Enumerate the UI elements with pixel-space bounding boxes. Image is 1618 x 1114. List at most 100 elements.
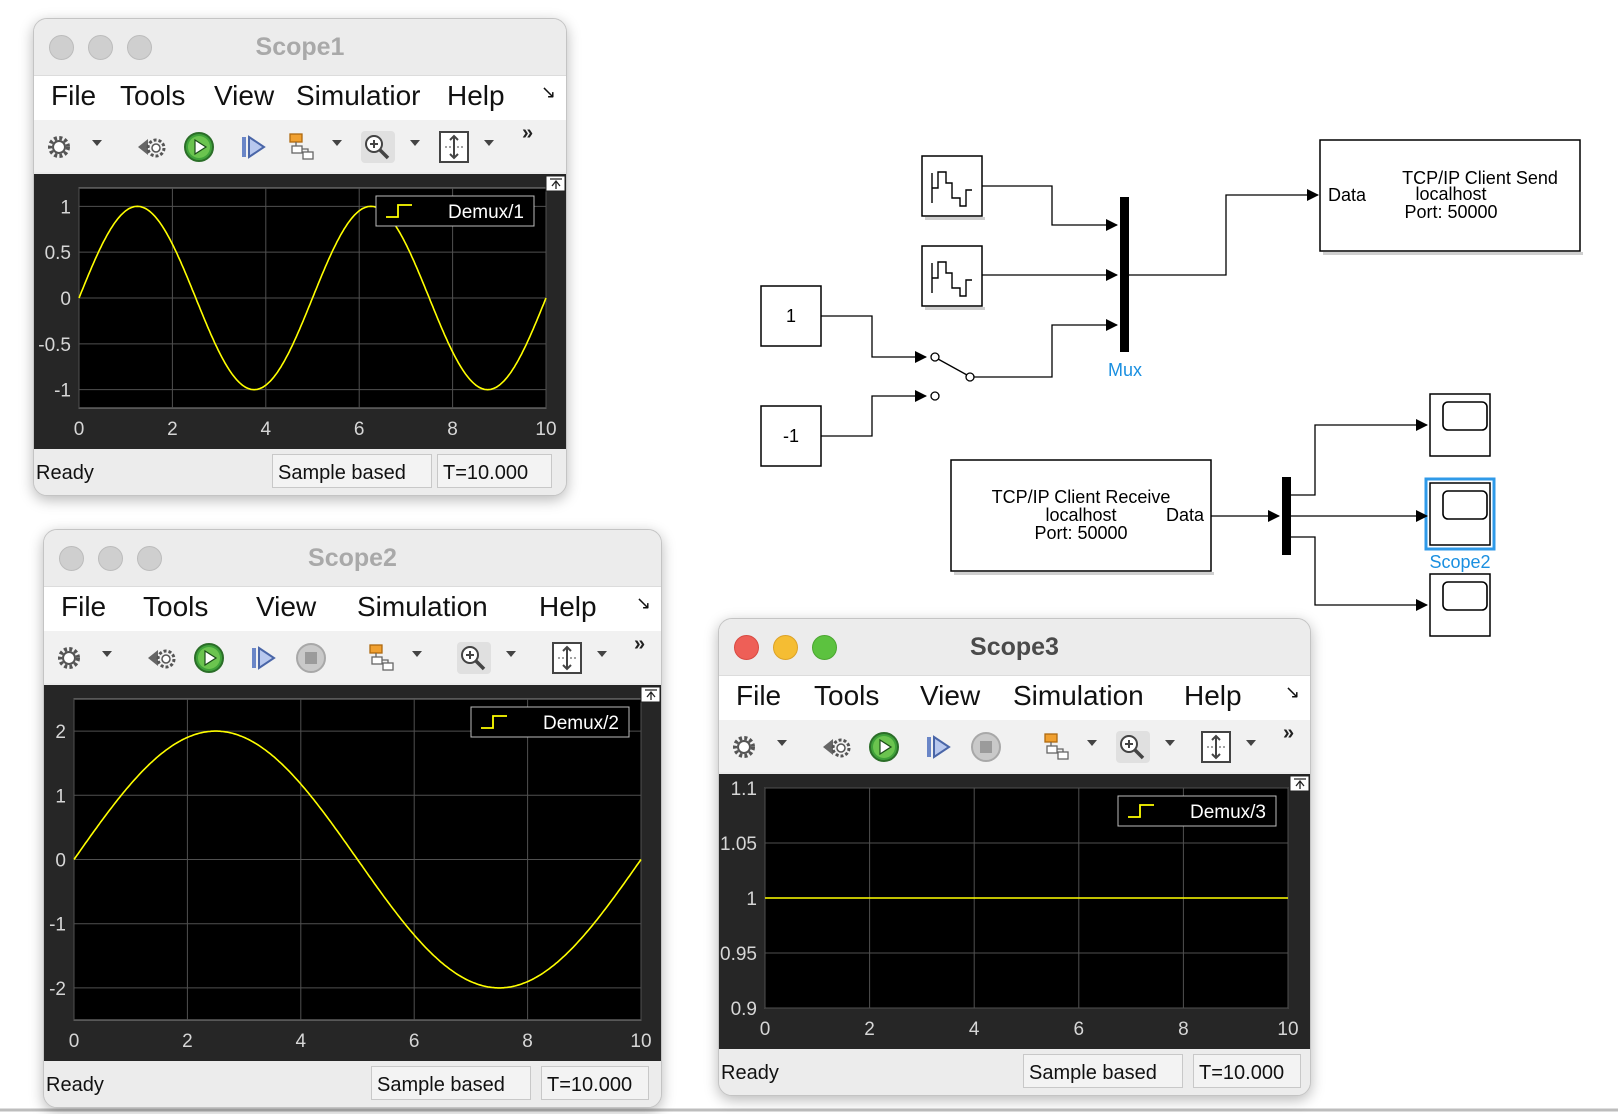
scope-block-2[interactable]: Scope2 <box>1424 477 1496 572</box>
scope1-titlebar[interactable]: Scope1 <box>34 19 566 75</box>
step-back-icon[interactable] <box>134 130 170 164</box>
receive-port-out: Data <box>1166 505 1205 525</box>
chart-legend[interactable]: Demux/2 <box>470 706 630 738</box>
chart-legend[interactable]: Demux/3 <box>1117 795 1277 827</box>
zoom-button[interactable] <box>812 635 837 660</box>
menu-tools[interactable]: Tools <box>120 80 186 111</box>
library-dropdown-icon[interactable] <box>332 140 342 146</box>
chart-legend[interactable]: Demux/1 <box>375 195 535 227</box>
demux-block[interactable] <box>1282 477 1291 555</box>
settings-gear-icon[interactable] <box>729 730 765 764</box>
menu-view[interactable]: View <box>214 80 275 111</box>
menu-overflow-icon[interactable]: ↘ <box>540 82 556 102</box>
toolbar-more-icon[interactable]: » <box>1283 722 1295 744</box>
step-back-icon[interactable] <box>144 641 180 675</box>
menu-view[interactable]: View <box>920 680 981 711</box>
settings-dropdown-icon[interactable] <box>92 140 102 146</box>
minimize-button[interactable] <box>98 546 123 571</box>
undock-icon[interactable] <box>545 175 566 192</box>
series-line <box>73 730 642 989</box>
menu-overflow-icon[interactable]: ↘ <box>635 593 651 613</box>
highlight-library-icon[interactable] <box>1039 730 1075 764</box>
scope1-plot[interactable]: 0 2 4 6 8 10 1 0.5 0 -0.5 -1 Demux/1 <box>34 174 566 450</box>
minimize-button[interactable] <box>773 635 798 660</box>
menu-tools[interactable]: Tools <box>143 591 209 622</box>
constant-block-1[interactable]: 1 <box>760 285 822 347</box>
scope2-plot[interactable]: 0 2 4 6 8 10 2 1 0 -1 -2 Demux/2 <box>44 685 661 1062</box>
minimize-button[interactable] <box>88 35 113 60</box>
settings-dropdown-icon[interactable] <box>102 651 112 657</box>
scope3-window[interactable]: Scope3 File Tools View Simulation Help ↘ » 0 2 4 6 8… <box>718 618 1311 1096</box>
scope3-plot[interactable]: 0 2 4 6 8 10 1.1 1.05 1 0.95 0.9 Demux/3 <box>719 774 1310 1050</box>
menu-file[interactable]: File <box>51 80 97 111</box>
mux-block[interactable]: Mux <box>1108 197 1142 380</box>
run-play-icon[interactable] <box>192 641 228 675</box>
menu-file[interactable]: File <box>736 680 782 711</box>
mux-label: Mux <box>1108 360 1142 380</box>
scope-block-3[interactable] <box>1429 573 1491 637</box>
stop-icon[interactable] <box>969 730 1005 764</box>
undock-icon[interactable] <box>1289 775 1310 792</box>
fit-to-view-icon[interactable] <box>550 641 586 675</box>
tcpip-client-receive-block[interactable]: TCP/IP Client Receive localhost Data Por… <box>950 459 1214 575</box>
menu-simulatior[interactable]: Simulatior <box>296 80 421 111</box>
fit-to-view-icon[interactable] <box>1199 730 1235 764</box>
scope3-titlebar[interactable]: Scope3 <box>719 619 1310 675</box>
manual-switch[interactable] <box>930 352 975 401</box>
close-button[interactable] <box>59 546 84 571</box>
scope-block-1[interactable] <box>1429 393 1491 457</box>
sine-wave-source-2[interactable] <box>921 245 985 310</box>
zoom-dropdown-icon[interactable] <box>506 651 516 657</box>
settings-dropdown-icon[interactable] <box>777 740 787 746</box>
undock-icon[interactable] <box>640 686 661 703</box>
zoom-in-icon[interactable] <box>360 130 396 164</box>
toolbar-more-icon[interactable]: » <box>522 122 534 144</box>
close-button[interactable] <box>49 35 74 60</box>
x-tick-label: 4 <box>969 1019 980 1040</box>
x-tick-label: 0 <box>69 1031 80 1052</box>
x-tick-label: 10 <box>1277 1019 1298 1040</box>
tcpip-client-send-block[interactable]: TCP/IP Client Send Data localhost Port: … <box>1319 139 1583 255</box>
highlight-library-icon[interactable] <box>284 130 320 164</box>
zoom-button[interactable] <box>127 35 152 60</box>
menu-overflow-icon[interactable]: ↘ <box>1284 682 1300 702</box>
menu-help[interactable]: Help <box>539 591 597 622</box>
menu-file[interactable]: File <box>61 591 107 622</box>
y-tick-label: -0.5 <box>38 335 71 356</box>
scope1-window[interactable]: Scope1 File Tools View Simulatior Help ↘ » 0 2 4 6 8… <box>33 18 567 496</box>
menu-help[interactable]: Help <box>447 80 505 111</box>
menu-simulation[interactable]: Simulation <box>1013 680 1144 711</box>
close-button[interactable] <box>734 635 759 660</box>
constant-block-2[interactable]: -1 <box>760 405 822 467</box>
settings-gear-icon[interactable] <box>54 641 90 675</box>
toolbar-more-icon[interactable]: » <box>634 633 646 655</box>
zoom-dropdown-icon[interactable] <box>1165 740 1175 746</box>
fit-dropdown-icon[interactable] <box>484 140 494 146</box>
zoom-in-icon[interactable] <box>1115 730 1151 764</box>
stop-icon[interactable] <box>294 641 330 675</box>
menu-help[interactable]: Help <box>1184 680 1242 711</box>
scope2-window[interactable]: Scope2 File Tools View Simulation Help ↘ » 0 2 4 6 8… <box>43 529 662 1108</box>
zoom-button[interactable] <box>137 546 162 571</box>
settings-gear-icon[interactable] <box>44 130 80 164</box>
fit-dropdown-icon[interactable] <box>597 651 607 657</box>
fit-dropdown-icon[interactable] <box>1246 740 1256 746</box>
menu-tools[interactable]: Tools <box>814 680 880 711</box>
step-forward-icon[interactable] <box>921 730 957 764</box>
step-back-icon[interactable] <box>819 730 855 764</box>
zoom-in-icon[interactable] <box>456 641 492 675</box>
step-forward-icon[interactable] <box>246 641 282 675</box>
sine-wave-source-1[interactable] <box>921 155 985 220</box>
menu-simulation[interactable]: Simulation <box>357 591 488 622</box>
fit-to-view-icon[interactable] <box>437 130 473 164</box>
run-play-icon[interactable] <box>867 730 903 764</box>
highlight-library-icon[interactable] <box>364 641 400 675</box>
zoom-dropdown-icon[interactable] <box>410 140 420 146</box>
library-dropdown-icon[interactable] <box>1087 740 1097 746</box>
y-tick-label: -1 <box>54 381 71 402</box>
step-forward-icon[interactable] <box>236 130 272 164</box>
menu-view[interactable]: View <box>256 591 317 622</box>
scope2-titlebar[interactable]: Scope2 <box>44 530 661 586</box>
library-dropdown-icon[interactable] <box>412 651 422 657</box>
run-play-icon[interactable] <box>182 130 218 164</box>
